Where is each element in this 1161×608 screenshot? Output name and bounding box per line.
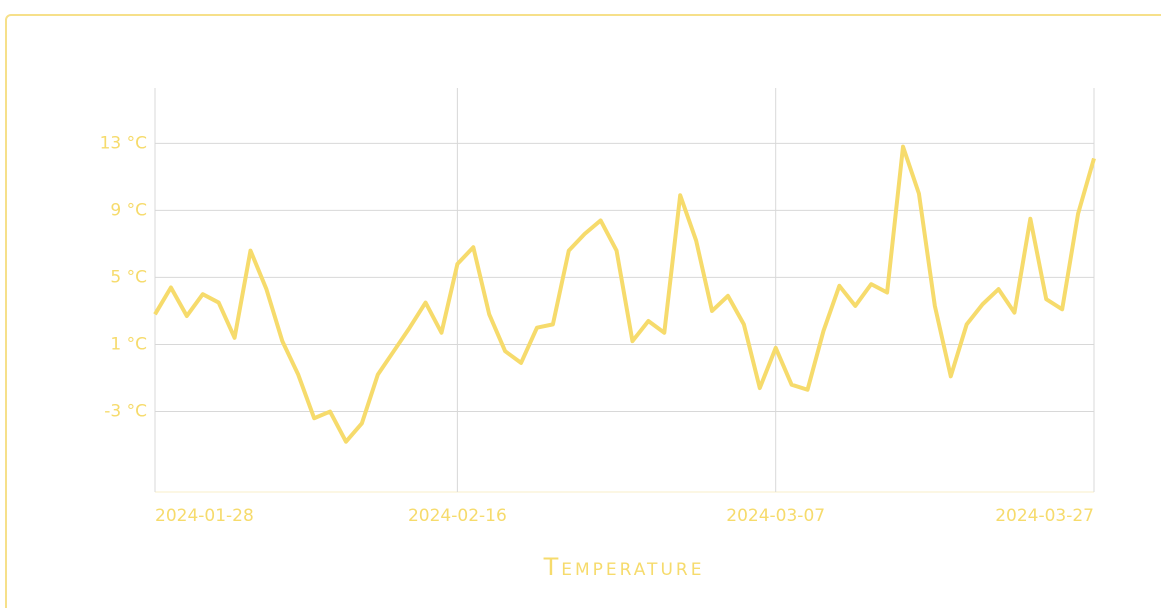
y-tick-label: 1 °C [110, 334, 147, 354]
x-tick-label: 2024-03-07 [726, 506, 825, 526]
y-tick-label: 13 °C [100, 133, 147, 153]
card-border [5, 14, 1161, 608]
chart-title: Temperature [543, 553, 705, 581]
x-tick-label: 2024-01-28 [155, 506, 254, 526]
line-series [153, 144, 1096, 444]
y-tick-label: 9 °C [110, 200, 147, 220]
x-tick-label: 2024-02-16 [408, 506, 507, 526]
x-tick-label: 2024-03-27 [995, 506, 1094, 526]
y-tick-label: -3 °C [104, 402, 147, 422]
y-tick-label: 5 °C [110, 267, 147, 287]
